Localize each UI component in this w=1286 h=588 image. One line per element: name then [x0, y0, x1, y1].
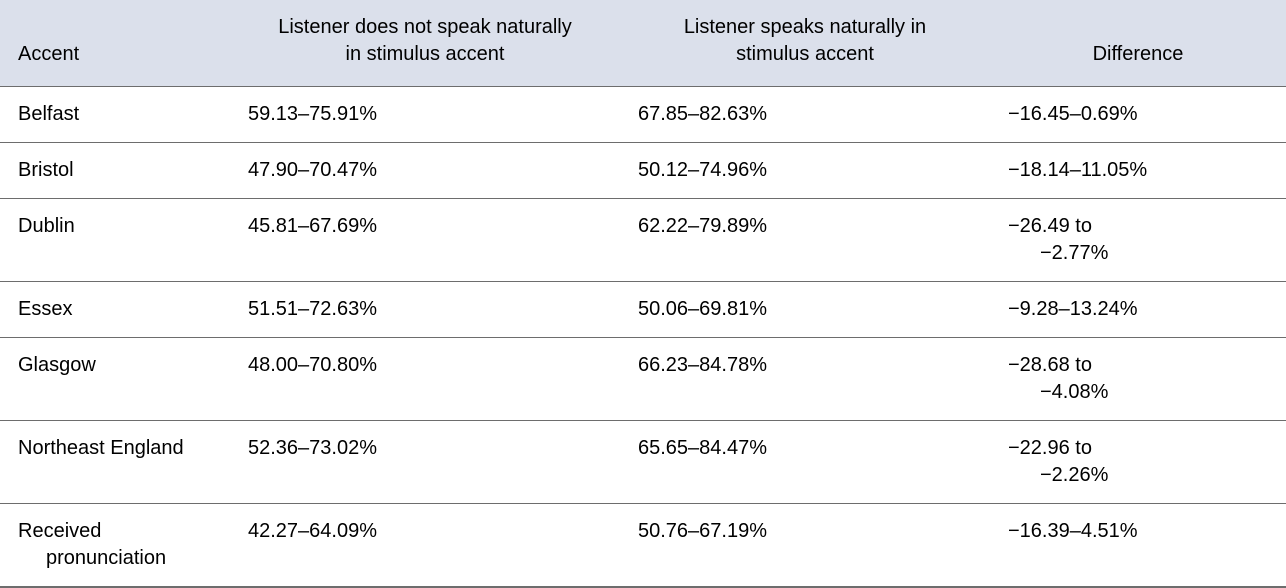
- cell-speak: 65.65–84.47%: [620, 421, 990, 504]
- cell-accent: Belfast: [0, 87, 230, 143]
- header-label: Accent: [18, 43, 79, 65]
- accent-text: Northeast England: [18, 437, 184, 459]
- cell-speak: 66.23–84.78%: [620, 338, 990, 421]
- accent-text: Dublin: [18, 215, 75, 237]
- cell-accent: Glasgow: [0, 338, 230, 421]
- table-body: Belfast 59.13–75.91%67.85–82.63% −16.45–0.…: [0, 87, 1286, 588]
- header-row: Accent Listener does not speak naturally…: [0, 0, 1286, 87]
- cell-not-speak: 42.27–64.09%: [230, 504, 620, 588]
- cell-accent: Dublin: [0, 199, 230, 282]
- cell-speak: 50.12–74.96%: [620, 143, 990, 199]
- accent-text: Glasgow: [18, 354, 96, 376]
- header-label: Listener speaks naturally in: [684, 16, 926, 38]
- table-row: Dublin45.81–67.69%62.22–79.89%−26.49 to−…: [0, 199, 1286, 282]
- diff-text: −28.68 to: [1008, 354, 1092, 376]
- cell-accent: Northeast England: [0, 421, 230, 504]
- diff-text: −16.39–4.51%: [1008, 520, 1138, 542]
- diff-text-cont: −2.77%: [1008, 240, 1268, 267]
- diff-text: −18.14–11.05%: [1008, 159, 1147, 181]
- cell-diff: −16.45–0.69%: [990, 87, 1286, 143]
- accent-text-cont: pronunciation: [18, 545, 212, 572]
- cell-diff: −22.96 to −2.26%: [990, 421, 1286, 504]
- table-row: Received pronunciation 42.27–64.09%50.76–6…: [0, 504, 1286, 588]
- table-row: Northeast England 52.36–73.02%65.65–84.47…: [0, 421, 1286, 504]
- diff-text: −9.28–13.24%: [1008, 298, 1138, 320]
- table-container: Accent Listener does not speak naturally…: [0, 0, 1286, 588]
- cell-accent: Bristol: [0, 143, 230, 199]
- cell-speak: 67.85–82.63%: [620, 87, 990, 143]
- header-speak: Listener speaks naturally in stimulus ac…: [620, 0, 990, 87]
- cell-diff: −9.28–13.24%: [990, 282, 1286, 338]
- cell-speak: 50.76–67.19%: [620, 504, 990, 588]
- diff-text-cont: −2.26%: [1008, 462, 1268, 489]
- accent-text: Belfast: [18, 103, 79, 125]
- cell-not-speak: 45.81–67.69%: [230, 199, 620, 282]
- header-label: Listener does not speak naturally: [278, 16, 572, 38]
- cell-diff: −28.68 to −4.08%: [990, 338, 1286, 421]
- cell-not-speak: 48.00–70.80%: [230, 338, 620, 421]
- table-row: Bristol 47.90–70.47%50.12–74.96% −18.14–11…: [0, 143, 1286, 199]
- cell-not-speak: 52.36–73.02%: [230, 421, 620, 504]
- cell-diff: −18.14–11.05%: [990, 143, 1286, 199]
- cell-not-speak: 51.51–72.63%: [230, 282, 620, 338]
- header-accent: Accent: [0, 0, 230, 87]
- accent-text: Essex: [18, 298, 72, 320]
- cell-diff: −26.49 to −2.77%: [990, 199, 1286, 282]
- accent-table: Accent Listener does not speak naturally…: [0, 0, 1286, 588]
- diff-text: −26.49 to: [1008, 215, 1092, 237]
- table-header: Accent Listener does not speak naturally…: [0, 0, 1286, 87]
- header-diff: Difference: [990, 0, 1286, 87]
- diff-text-cont: −4.08%: [1008, 379, 1268, 406]
- accent-text: Received: [18, 520, 101, 542]
- diff-text: −22.96 to: [1008, 437, 1092, 459]
- cell-speak: 50.06–69.81%: [620, 282, 990, 338]
- cell-accent: Essex: [0, 282, 230, 338]
- header-label: stimulus accent: [736, 43, 874, 65]
- cell-not-speak: 47.90–70.47%: [230, 143, 620, 199]
- header-label: Difference: [1093, 43, 1184, 65]
- cell-diff: −16.39–4.51%: [990, 504, 1286, 588]
- header-label: in stimulus accent: [346, 43, 505, 65]
- table-row: Belfast 59.13–75.91%67.85–82.63% −16.45–0.…: [0, 87, 1286, 143]
- table-row: Glasgow48.00–70.80%66.23–84.78%−28.68 to…: [0, 338, 1286, 421]
- cell-speak: 62.22–79.89%: [620, 199, 990, 282]
- cell-not-speak: 59.13–75.91%: [230, 87, 620, 143]
- header-not-speak: Listener does not speak naturally in sti…: [230, 0, 620, 87]
- cell-accent: Received pronunciation: [0, 504, 230, 588]
- diff-text: −16.45–0.69%: [1008, 103, 1138, 125]
- table-row: Essex 51.51–72.63%50.06–69.81% −9.28–13.24…: [0, 282, 1286, 338]
- accent-text: Bristol: [18, 159, 74, 181]
